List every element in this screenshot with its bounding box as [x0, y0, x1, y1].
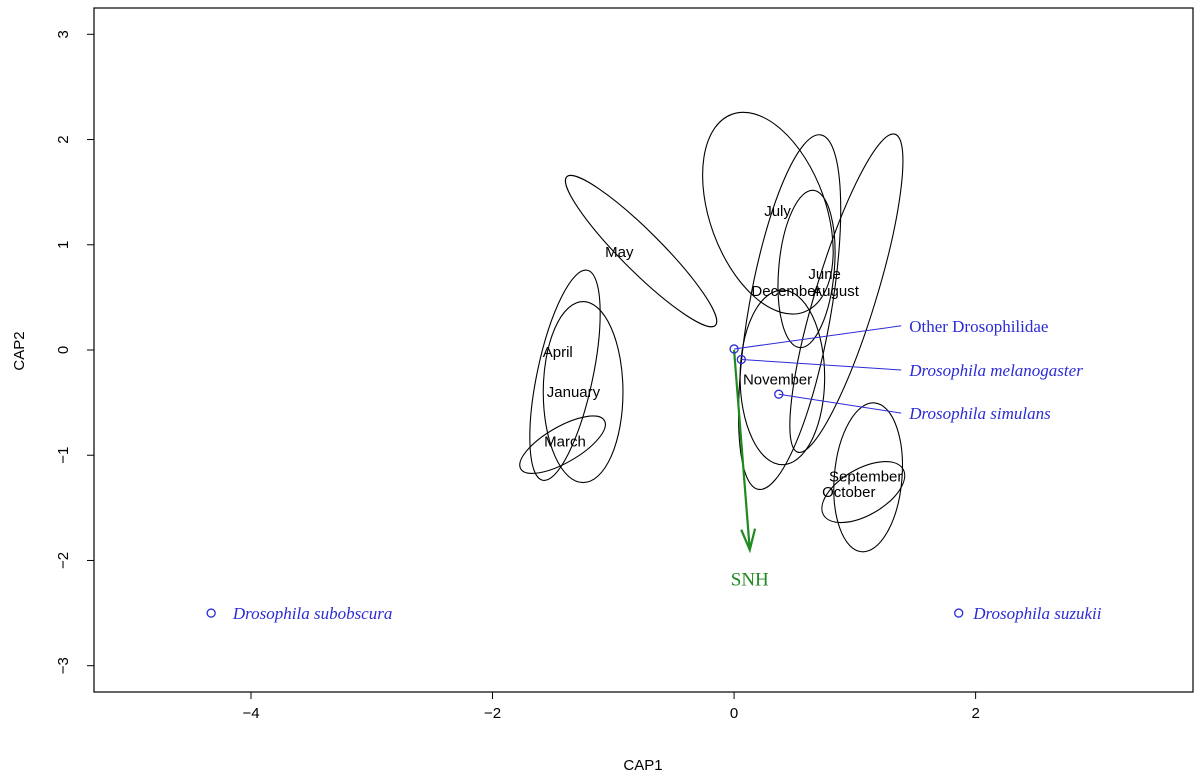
month-label-august: August — [812, 283, 860, 300]
month-label-may: May — [605, 244, 634, 261]
label-drosophila-suzukii: Drosophila suzukii — [972, 604, 1102, 623]
x-axis-title: CAP1 — [623, 757, 662, 774]
x-tick-label: 2 — [971, 705, 979, 722]
label-drosophila-subobscura: Drosophila subobscura — [232, 604, 392, 623]
ellipse-december — [777, 189, 836, 349]
ellipse-april — [529, 269, 601, 481]
point-drosophila-suzukii — [954, 608, 964, 618]
plot-frame — [93, 7, 1194, 693]
month-label-october: October — [822, 484, 875, 501]
label-drosophila-simulans: Drosophila simulans — [908, 404, 1051, 423]
month-labels: January March April May July JuneDecemberAugu… — [543, 203, 903, 501]
point-drosophila-simulans — [774, 389, 784, 399]
month-label-january: January — [547, 384, 601, 401]
ellipse-january — [542, 301, 624, 484]
ellipse-may — [564, 174, 718, 328]
month-label-november: November — [743, 371, 812, 388]
month-label-june: June — [808, 266, 841, 283]
leader-other-drosophilidae — [734, 325, 902, 350]
x-axis: −4 −2 0 2 — [242, 692, 980, 722]
x-tick-label: 0 — [730, 705, 738, 722]
ellipse-november — [739, 289, 826, 466]
point-drosophila-subobscura — [206, 608, 216, 618]
y-tick-label: 2 — [55, 135, 72, 143]
label-drosophila-melanogaster: Drosophila melanogaster — [908, 361, 1083, 380]
y-tick-label: −2 — [55, 552, 72, 569]
ellipse-july — [702, 111, 834, 315]
species-points: Drosophila subobscura Drosophila suzukii O… — [206, 317, 1102, 623]
env-vector: SNH — [731, 349, 769, 590]
x-tick-label: −4 — [242, 705, 259, 722]
ellipse-august — [789, 133, 904, 453]
point-other-drosophilidae — [729, 344, 739, 354]
x-tick-label: −2 — [484, 705, 501, 722]
y-tick-label: 1 — [55, 241, 72, 249]
ellipse-june — [737, 134, 842, 491]
y-tick-label: 0 — [55, 346, 72, 354]
y-axis-title: CAP2 — [11, 331, 28, 370]
snh-arrow-head — [740, 528, 757, 554]
month-label-april: April — [543, 344, 573, 361]
snh-label: SNH — [731, 569, 769, 590]
y-tick-label: 3 — [55, 30, 72, 38]
month-label-july: July — [764, 203, 791, 220]
ellipse-march — [519, 415, 606, 474]
label-other-drosophilidae: Other Drosophilidae — [909, 317, 1048, 336]
point-drosophila-melanogaster — [736, 354, 746, 365]
ellipse-october — [821, 461, 906, 524]
snh-arrow-shaft — [732, 349, 751, 551]
y-tick-label: −1 — [55, 447, 72, 464]
y-axis: −3 −2 −1 0 1 2 3 — [55, 30, 94, 674]
leader-drosophila-melanogaster — [741, 358, 902, 371]
leader-drosophila-simulans — [778, 393, 902, 414]
month-label-september: September — [829, 468, 902, 485]
y-tick-label: −3 — [55, 657, 72, 674]
ellipse-september — [833, 402, 903, 553]
month-label-december: December — [751, 283, 820, 300]
month-ellipses — [519, 111, 906, 553]
month-label-march: March — [544, 434, 586, 451]
